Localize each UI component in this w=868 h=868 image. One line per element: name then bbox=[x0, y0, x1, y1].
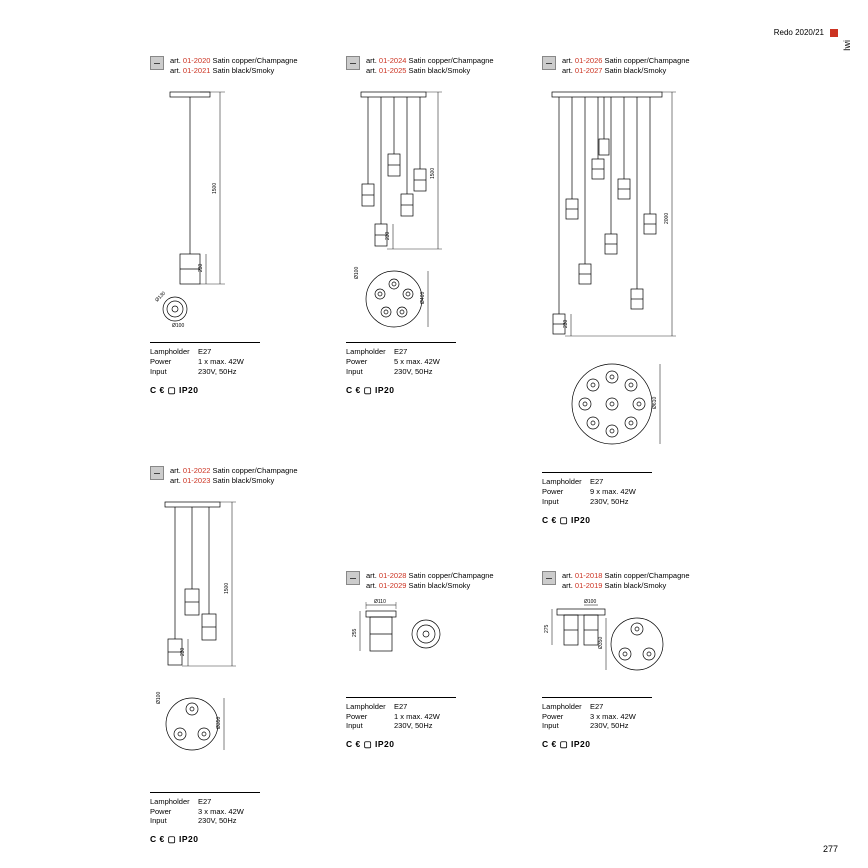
svg-text:Ø110: Ø110 bbox=[374, 599, 386, 605]
svg-text:Ø100: Ø100 bbox=[354, 267, 360, 279]
svg-text:1500: 1500 bbox=[430, 168, 436, 179]
svg-text:Ø100: Ø100 bbox=[584, 599, 596, 605]
article-codes: art. 01-2024 Satin copper/Champagne art.… bbox=[366, 56, 494, 76]
certification-icons: C € ▢ IP20 bbox=[150, 834, 336, 845]
svg-text:2000: 2000 bbox=[664, 213, 670, 224]
product-cell: art. 01-2026 Satin copper/Champagne art.… bbox=[542, 56, 728, 561]
svg-text:Ø610: Ø610 bbox=[652, 397, 658, 409]
certification-icons: C € ▢ IP20 bbox=[346, 739, 532, 750]
catalog-header: Redo 2020/21 bbox=[774, 28, 838, 37]
product-cell: art. 01-2028 Satin copper/Champagne art.… bbox=[346, 571, 532, 846]
catalog-name: Redo 2020/21 bbox=[774, 28, 824, 37]
article-codes: art. 01-2022 Satin copper/Champagne art.… bbox=[170, 466, 298, 486]
certification-icons: C € ▢ IP20 bbox=[542, 515, 728, 526]
page-number: 277 bbox=[823, 844, 838, 854]
certification-icons: C € ▢ IP20 bbox=[150, 385, 336, 396]
spec-table: LampholderE27 Power3 x max. 42W Input230… bbox=[150, 797, 336, 826]
svg-text:1500: 1500 bbox=[212, 183, 218, 194]
article-codes: art. 01-2020 Satin copper/Champagne art.… bbox=[170, 56, 298, 76]
mount-type-icon bbox=[150, 56, 164, 70]
svg-text:1500: 1500 bbox=[224, 582, 230, 593]
technical-drawing: 2000 230 Ø610 bbox=[542, 84, 702, 464]
article-codes: art. 01-2026 Satin copper/Champagne art.… bbox=[562, 56, 690, 76]
svg-text:Ø100: Ø100 bbox=[172, 323, 184, 329]
brand-square-icon bbox=[830, 29, 838, 37]
svg-text:230: 230 bbox=[385, 232, 391, 241]
technical-drawing: 1500 230 Ø350 Ø100 bbox=[150, 494, 280, 784]
svg-text:Ø350: Ø350 bbox=[216, 716, 222, 728]
product-cell: art. 01-2018 Satin copper/Champagne art.… bbox=[542, 571, 728, 846]
certification-icons: C € ▢ IP20 bbox=[346, 385, 532, 396]
product-cell: art. 01-2022 Satin copper/Champagne art.… bbox=[150, 466, 336, 846]
product-header: art. 01-2018 Satin copper/Champagne art.… bbox=[542, 571, 728, 591]
technical-drawing: 1500 230 Ø130 Ø100 bbox=[150, 84, 270, 334]
mount-type-icon bbox=[542, 571, 556, 585]
svg-text:275: 275 bbox=[544, 624, 550, 633]
product-header: art. 01-2024 Satin copper/Champagne art.… bbox=[346, 56, 532, 76]
svg-text:230: 230 bbox=[180, 647, 186, 656]
spec-table: LampholderE27 Power1 x max. 42W Input230… bbox=[150, 347, 336, 376]
mount-type-icon bbox=[346, 56, 360, 70]
product-grid: art. 01-2020 Satin copper/Champagne art.… bbox=[150, 56, 850, 845]
svg-text:Ø460: Ø460 bbox=[420, 292, 426, 304]
article-codes: art. 01-2018 Satin copper/Champagne art.… bbox=[562, 571, 690, 591]
technical-drawing: Ø110 255 bbox=[346, 599, 456, 689]
product-header: art. 01-2028 Satin copper/Champagne art.… bbox=[346, 571, 532, 591]
product-family-label: Iwi bbox=[842, 40, 852, 51]
technical-drawing: 1500 230 Ø460 Ø100 bbox=[346, 84, 476, 334]
product-header: art. 01-2022 Satin copper/Champagne art.… bbox=[150, 466, 336, 486]
svg-text:255: 255 bbox=[352, 628, 358, 637]
svg-text:230: 230 bbox=[563, 320, 569, 329]
article-codes: art. 01-2028 Satin copper/Champagne art.… bbox=[366, 571, 494, 591]
product-cell: art. 01-2024 Satin copper/Champagne art.… bbox=[346, 56, 532, 456]
certification-icons: C € ▢ IP20 bbox=[542, 739, 728, 750]
spec-table: LampholderE27 Power5 x max. 42W Input230… bbox=[346, 347, 532, 376]
product-header: art. 01-2026 Satin copper/Champagne art.… bbox=[542, 56, 728, 76]
empty-cell bbox=[346, 466, 532, 561]
mount-type-icon bbox=[150, 466, 164, 480]
svg-text:Ø100: Ø100 bbox=[156, 691, 162, 703]
spec-table: LampholderE27 Power1 x max. 42W Input230… bbox=[346, 702, 532, 731]
technical-drawing: 275 Ø100 Ø350 bbox=[542, 599, 682, 689]
svg-text:230: 230 bbox=[198, 264, 204, 273]
spec-table: LampholderE27 Power9 x max. 42W Input230… bbox=[542, 477, 728, 506]
product-cell: art. 01-2020 Satin copper/Champagne art.… bbox=[150, 56, 336, 456]
svg-text:Ø350: Ø350 bbox=[598, 636, 604, 648]
spec-table: LampholderE27 Power3 x max. 42W Input230… bbox=[542, 702, 728, 731]
mount-type-icon bbox=[542, 56, 556, 70]
mount-type-icon bbox=[346, 571, 360, 585]
product-header: art. 01-2020 Satin copper/Champagne art.… bbox=[150, 56, 336, 76]
